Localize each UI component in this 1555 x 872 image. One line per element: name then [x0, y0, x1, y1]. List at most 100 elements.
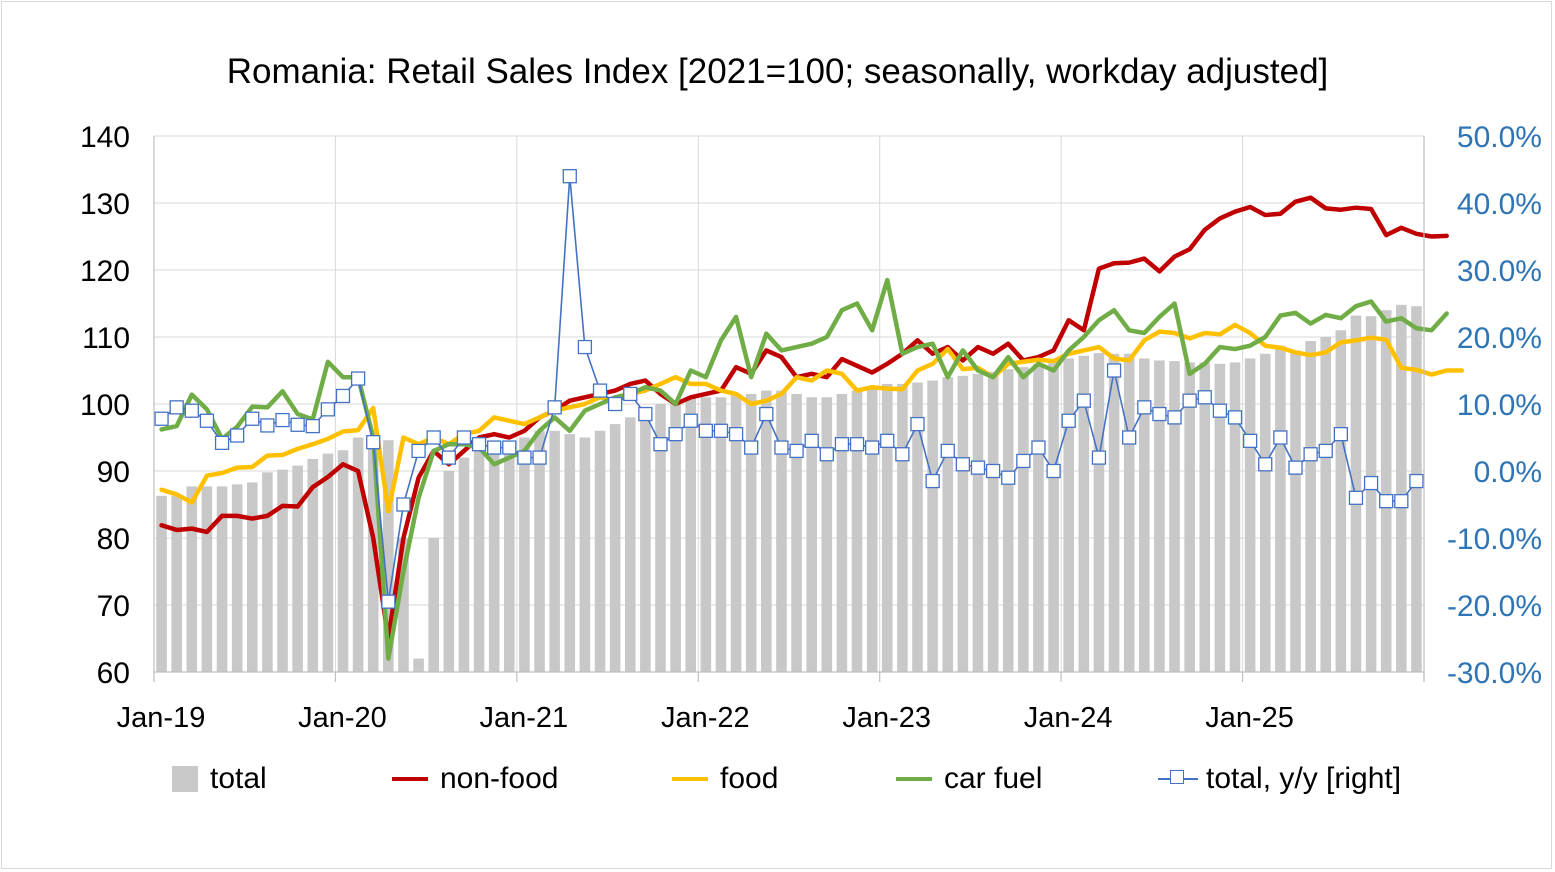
marker-total-yy: [1197, 390, 1212, 405]
bar-total: [700, 397, 712, 672]
y-left-tick-label: 90: [97, 456, 130, 489]
x-tick-label: Jan-19: [117, 702, 206, 734]
legend-label-food: food: [720, 762, 779, 795]
bar-total: [1018, 367, 1029, 672]
y-left-tick-label: 110: [82, 322, 130, 355]
bar-total: [1275, 345, 1286, 672]
y-left-tick-label: 140: [80, 121, 130, 154]
bar-total: [398, 538, 409, 672]
line-non-food: [159, 195, 1449, 641]
bar-total: [1214, 363, 1226, 672]
legend-item-total: total: [172, 756, 267, 802]
bar-total: [1184, 362, 1195, 672]
legend-item-food: food: [672, 756, 778, 802]
marker-total-yy: [759, 406, 774, 422]
legend-item-total-yy: total, y/y [right]: [1158, 756, 1401, 802]
y-right-tick-label: -20.0%: [1447, 590, 1542, 623]
bar-total: [685, 397, 697, 672]
bar-total: [972, 373, 984, 672]
marker-total-yy: [229, 428, 245, 443]
bar-total: [912, 382, 923, 672]
marker-total-yy: [880, 433, 895, 449]
bar-total: [1365, 316, 1377, 672]
marker-total-yy: [698, 423, 713, 438]
marker-total-yy: [441, 450, 456, 465]
marker-total-yy: [547, 400, 562, 415]
bar-total: [1380, 310, 1392, 672]
bar-total: [1048, 360, 1059, 672]
bar-total: [866, 387, 878, 672]
bar-total: [897, 383, 908, 672]
bar-total: [776, 390, 787, 672]
bar-total: [246, 482, 258, 672]
marker-total-yy: [804, 433, 819, 449]
bar-total: [1244, 358, 1256, 672]
bar-total: [745, 393, 757, 672]
bar-total: [1290, 350, 1301, 672]
bar-total: [352, 437, 364, 672]
marker-total-yy: [1348, 490, 1364, 505]
chart-title: Romania: Retail Sales Index [2021=100; s…: [226, 52, 1329, 91]
marker-total-yy: [260, 418, 275, 433]
y-left-tick-label: 60: [97, 657, 130, 690]
marker-total-yy: [245, 411, 260, 426]
marker-total-yy: [335, 388, 351, 404]
bar-total: [1154, 360, 1165, 672]
marker-total-yy: [728, 426, 744, 442]
marker-total-yy: [1333, 426, 1348, 442]
x-tick-label: Jan-22: [661, 702, 750, 734]
marker-total-yy: [834, 437, 850, 452]
marker-total-yy: [1106, 363, 1122, 378]
bar-total: [594, 430, 606, 672]
marker-total-yy: [456, 430, 472, 445]
marker-total-yy: [1394, 493, 1409, 509]
bar-total: [1139, 358, 1150, 672]
marker-total-yy: [1091, 450, 1107, 465]
marker-total-yy: [1182, 393, 1197, 408]
marker-total-yy: [1288, 460, 1303, 475]
marker-total-yy: [849, 437, 865, 452]
y-left-tick-label: 100: [80, 389, 130, 422]
marker-total-yy: [638, 406, 653, 422]
bar-total: [156, 495, 167, 672]
bar-total: [473, 450, 485, 672]
y-right-tick-label: 10.0%: [1457, 389, 1542, 422]
marker-total-yy: [1227, 410, 1243, 425]
legend-label-total-yy: total, y/y [right]: [1206, 762, 1402, 795]
legend-label-total: total: [210, 762, 267, 795]
marker-total-yy: [1363, 475, 1379, 491]
bar-total: [534, 430, 545, 672]
bar-total: [640, 410, 651, 672]
bar-total: [836, 393, 848, 672]
marker-total-yy: [502, 440, 517, 455]
legend-item-non-food: non-food: [392, 756, 558, 802]
axes: 60 70 80 90 100 110 120 130 140 -30.0% -20.0% -10.0…: [80, 121, 1542, 734]
y-right-tick-label: -30.0%: [1447, 657, 1542, 690]
bar-total: [609, 424, 621, 672]
bar-total: [1259, 353, 1271, 672]
bar-total: [655, 404, 666, 672]
bar-total: [1063, 358, 1074, 672]
bar-total: [443, 471, 455, 672]
bar-total: [1229, 362, 1241, 672]
series-lines: [154, 169, 1465, 661]
marker-total-yy: [925, 473, 940, 489]
bar-total: [851, 390, 863, 672]
marker-total-yy: [199, 413, 215, 428]
marker-total-yy: [865, 440, 880, 455]
bar-total: [1411, 306, 1422, 672]
marker-total-yy: [1167, 410, 1182, 425]
marker-total-yy: [1061, 413, 1076, 428]
legend-swatch-total-yy: [1158, 770, 1198, 784]
marker-total-yy: [592, 383, 608, 398]
bar-total: [383, 440, 394, 672]
marker-total-yy: [290, 417, 305, 432]
marker-total-yy: [577, 339, 593, 355]
bar-total: [549, 430, 560, 672]
bar-total: [1320, 337, 1332, 672]
marker-total-yy: [1001, 470, 1016, 485]
marker-total-yy: [1303, 447, 1318, 462]
legend-swatch-total: [172, 766, 198, 792]
marker-total-yy: [214, 435, 230, 451]
